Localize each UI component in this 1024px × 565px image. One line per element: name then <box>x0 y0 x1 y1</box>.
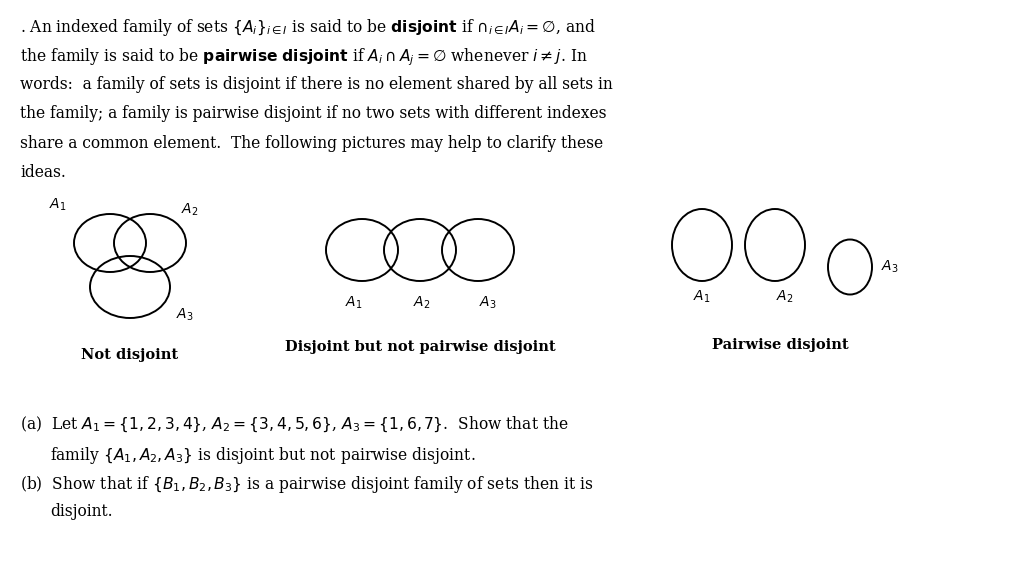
Text: $A_3$: $A_3$ <box>176 307 194 323</box>
Text: $A_3$: $A_3$ <box>882 259 899 275</box>
Text: $A_3$: $A_3$ <box>479 295 497 311</box>
Text: Not disjoint: Not disjoint <box>82 348 178 362</box>
Text: share a common element.  The following pictures may help to clarify these: share a common element. The following pi… <box>20 135 603 152</box>
Text: $A_1$: $A_1$ <box>693 289 711 305</box>
Text: $A_1$: $A_1$ <box>345 295 362 311</box>
Text: $A_1$: $A_1$ <box>49 197 67 213</box>
Text: family $\{A_1,A_2,A_3\}$ is disjoint but not pairwise disjoint.: family $\{A_1,A_2,A_3\}$ is disjoint but… <box>50 445 475 466</box>
Text: $A_2$: $A_2$ <box>414 295 431 311</box>
Text: $A_2$: $A_2$ <box>181 202 199 218</box>
Text: disjoint.: disjoint. <box>50 503 113 520</box>
Text: words:  a family of sets is disjoint if there is no element shared by all sets i: words: a family of sets is disjoint if t… <box>20 76 612 93</box>
Text: (b)  Show that if $\{B_1,B_2,B_3\}$ is a pairwise disjoint family of sets then i: (b) Show that if $\{B_1,B_2,B_3\}$ is a … <box>20 474 594 495</box>
Text: $A_2$: $A_2$ <box>776 289 794 305</box>
Text: . An indexed family of sets $\{A_i\}_{i\in I}$ is said to be $\mathbf{disjoint}$: . An indexed family of sets $\{A_i\}_{i\… <box>20 17 596 38</box>
Text: (a)  Let $A_1 = \{1,2,3,4\}$, $A_2 = \{3,4,5,6\}$, $A_3 = \{1,6,7\}$.  Show that: (a) Let $A_1 = \{1,2,3,4\}$, $A_2 = \{3,… <box>20 415 569 434</box>
Text: the family is said to be $\mathbf{pairwise\ disjoint}$ if $A_i\cap A_j = \emptys: the family is said to be $\mathbf{pairwi… <box>20 46 588 68</box>
Text: Pairwise disjoint: Pairwise disjoint <box>712 338 848 352</box>
Text: ideas.: ideas. <box>20 164 66 181</box>
Text: Disjoint but not pairwise disjoint: Disjoint but not pairwise disjoint <box>285 340 555 354</box>
Text: the family; a family is pairwise disjoint if no two sets with different indexes: the family; a family is pairwise disjoin… <box>20 106 606 123</box>
